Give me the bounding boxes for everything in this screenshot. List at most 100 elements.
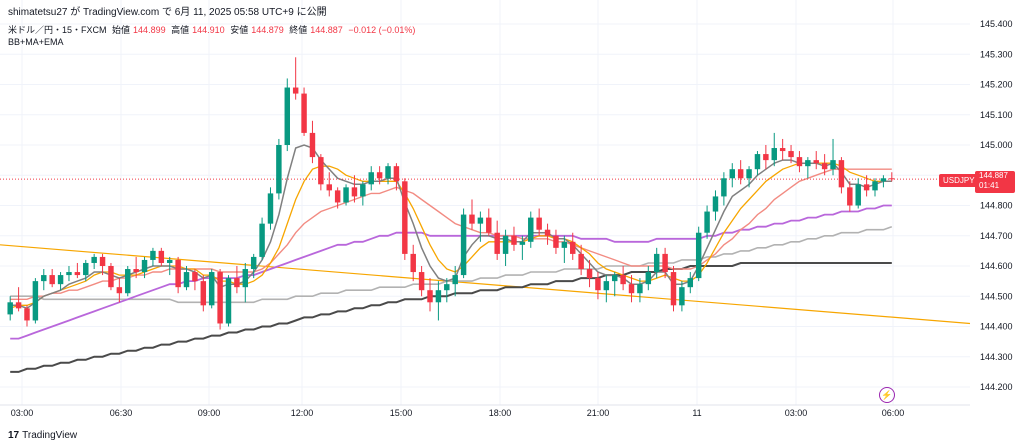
y-tick-label: 145.100 [980, 110, 1013, 120]
y-tick-label: 144.800 [980, 201, 1013, 211]
x-tick-label: 06:30 [110, 408, 133, 418]
ema-gray-line [10, 144, 892, 310]
candle-body [679, 287, 685, 306]
candle-body [49, 275, 55, 285]
candle-body [670, 272, 677, 306]
x-tick-label: 12:00 [291, 408, 314, 418]
candle-body [477, 217, 484, 224]
ma-lightgray-line [10, 225, 893, 304]
candle-body [292, 87, 299, 94]
x-tick-label: 03:00 [785, 408, 808, 418]
candle-body [704, 211, 710, 233]
x-tick-label: 21:00 [587, 408, 610, 418]
candle-body [721, 178, 727, 197]
candle-body [208, 272, 215, 306]
candle-body [125, 269, 131, 294]
candle-body [444, 284, 450, 291]
candle-body [872, 181, 878, 191]
ohlc-legend: 米ドル／円・15・FXCM 始値 144.899 高値 144.910 安値 144.… [8, 23, 418, 36]
candle-body [32, 281, 39, 321]
candle-body [637, 284, 643, 294]
candle-body [175, 259, 181, 288]
candle-body [712, 196, 719, 212]
candle-body [57, 275, 64, 285]
candle-body [259, 223, 265, 257]
candle-body [570, 241, 576, 254]
price-tag-countdown: 01:41 [979, 181, 1000, 190]
x-tick-label: 06:00 [882, 408, 905, 418]
candle-body [821, 163, 828, 170]
candle-body [746, 169, 752, 179]
candle-body [83, 262, 89, 276]
y-tick-label: 144.200 [980, 382, 1013, 392]
tradingview-brand: TradingView [22, 430, 78, 441]
candle-body [687, 278, 694, 288]
candle-body [603, 281, 610, 291]
candle-body [754, 154, 761, 170]
candle-body [133, 269, 139, 273]
trendline [0, 244, 971, 325]
candle-body [74, 272, 81, 276]
candle-body [494, 232, 500, 254]
candle-body [528, 217, 534, 242]
candle-body [536, 217, 542, 230]
publish-info: shimatetsu27 が TradingView.com で 6月 11, … [8, 7, 327, 18]
candle-body [519, 241, 526, 245]
candle-body [99, 256, 106, 266]
low-value: 144.879 [251, 25, 284, 35]
price-tag-box: 144.887 01:41 [975, 171, 1015, 193]
price-tag-symbol: USDJPY [939, 174, 979, 187]
candle-body [838, 160, 845, 188]
candle-body [578, 253, 584, 270]
candle-body [334, 190, 341, 203]
candle-body [410, 253, 416, 273]
y-tick-label: 144.600 [980, 261, 1013, 271]
open-label: 始値 [112, 25, 131, 35]
high-label: 高値 [171, 25, 190, 35]
high-value: 144.910 [192, 25, 225, 35]
close-value: 144.887 [310, 25, 343, 35]
candle-body [695, 232, 702, 279]
candle-body [511, 235, 517, 245]
candle-body [830, 160, 836, 170]
candle-body [586, 269, 593, 279]
low-label: 安値 [230, 25, 249, 35]
candle-body [141, 259, 148, 273]
candle-body [779, 148, 786, 152]
candle-body [662, 253, 668, 273]
candle-body [889, 178, 895, 180]
x-tick-label: 18:00 [489, 408, 512, 418]
y-tick-label: 144.300 [980, 352, 1013, 362]
candle-body [628, 284, 635, 294]
candle-body [24, 308, 30, 321]
lightning-icon[interactable]: ⚡ [879, 387, 895, 403]
symbol-label[interactable]: 米ドル／円・15・FXCM [8, 25, 107, 35]
candle-body [326, 184, 332, 191]
candle-body [452, 275, 458, 285]
tradingview-logo[interactable]: 17 TradingView [8, 430, 77, 441]
close-label: 終値 [289, 25, 308, 35]
price-axis: 145.400145.300145.200145.100145.000144.9… [980, 19, 1013, 392]
candle-body [360, 184, 366, 197]
x-tick-label: 11 [692, 408, 701, 418]
open-value: 144.899 [133, 25, 166, 35]
candle-body [376, 172, 383, 179]
candle-body [788, 151, 794, 158]
candle-body [737, 169, 744, 179]
indicator-label[interactable]: BB+MA+EMA [8, 37, 64, 47]
candle-body [166, 259, 173, 263]
candle-body [847, 187, 853, 206]
sma-orange-line [9, 162, 892, 309]
candle-body [385, 166, 391, 179]
candle-body [66, 272, 72, 276]
candle-body [192, 272, 198, 282]
candle-body [805, 160, 811, 167]
candle-body [200, 281, 207, 306]
y-tick-label: 145.300 [980, 49, 1013, 59]
y-tick-label: 144.400 [980, 322, 1013, 332]
candle-body [183, 272, 190, 288]
price-tag-price: 144.887 [979, 171, 1008, 180]
candle-body [284, 87, 291, 145]
candle-body [880, 178, 887, 182]
